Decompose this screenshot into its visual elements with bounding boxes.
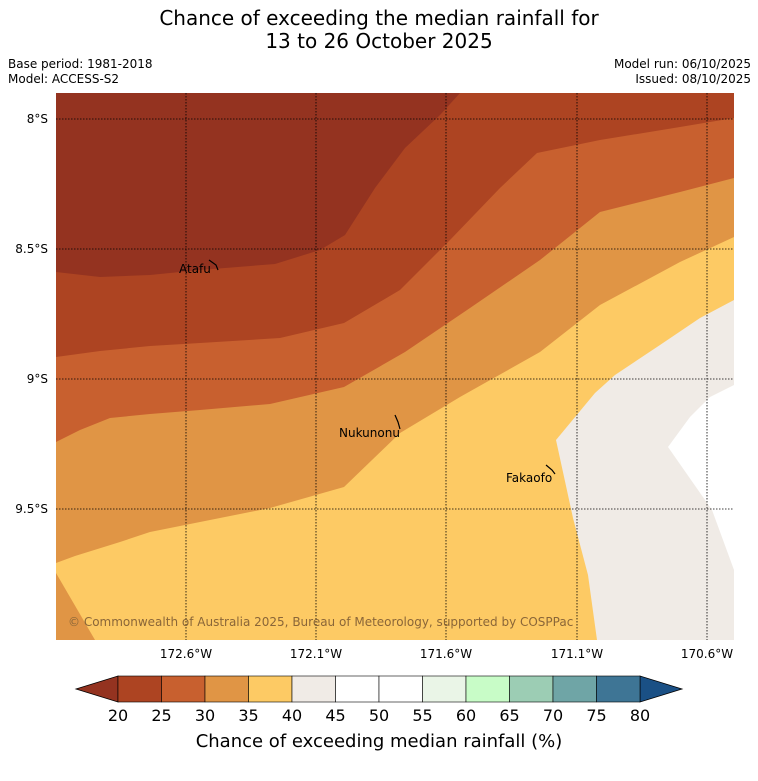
lon-label-172-6w: 172.6°W <box>160 647 212 661</box>
lat-label-8-5s: 8.5°S <box>15 242 48 256</box>
colorbar-segment <box>422 675 467 703</box>
atafu-atoll-outline <box>208 259 219 271</box>
lat-label-9s: 9°S <box>27 372 48 386</box>
meta-left: Base period: 1981-2018 Model: ACCESS-S2 <box>8 57 153 87</box>
place-label-atafu: Atafu <box>179 262 211 276</box>
colorbar-segment <box>378 675 423 703</box>
colorbar-tick-label: 75 <box>586 706 606 725</box>
region-40-45 <box>556 300 734 640</box>
contour-map: Atafu Nukunonu Fakaofo © Commonwealth of… <box>56 93 734 640</box>
lon-label-171-1w: 171.1°W <box>551 647 603 661</box>
colorbar-tick-label: 35 <box>238 706 258 725</box>
fakaofo-atoll-outline <box>545 464 556 475</box>
colorbar-tick-label: 65 <box>499 706 519 725</box>
graticule <box>56 93 734 640</box>
colorbar-segment <box>509 675 554 703</box>
model-run-text: Model run: 06/10/2025 <box>613 57 751 71</box>
colorbar: 20 25 30 35 40 45 50 55 60 65 70 75 80 <box>74 675 684 725</box>
meta-right: Model run: 06/10/2025 Issued: 08/10/2025 <box>614 57 751 87</box>
colorbar-over-arrow <box>639 675 684 703</box>
colorbar-segment <box>117 675 162 703</box>
base-period-text: Base period: 1981-2018 <box>8 57 153 71</box>
colorbar-segment <box>291 675 336 703</box>
colorbar-tick-label: 50 <box>369 706 389 725</box>
copyright-text: © Commonwealth of Australia 2025, Bureau… <box>68 615 573 629</box>
place-label-fakaofo: Fakaofo <box>506 471 552 485</box>
colorbar-tick-label: 70 <box>543 706 563 725</box>
atoll-outlines <box>208 259 556 475</box>
colorbar-tick-label: 45 <box>325 706 345 725</box>
map-title-line2: 13 to 26 October 2025 <box>265 29 493 53</box>
place-label-nukunonu: Nukunonu <box>339 426 400 440</box>
colorbar-segment <box>161 675 206 703</box>
colorbar-segment <box>596 675 641 703</box>
lon-label-172-1w: 172.1°W <box>290 647 342 661</box>
region-30-35-lower <box>56 573 95 640</box>
colorbar-tick-label: 30 <box>195 706 215 725</box>
colorbar-tick-label: 80 <box>630 706 650 725</box>
longitude-labels: 172.6°W 172.1°W 171.6°W 171.1°W 170.6°W <box>160 647 733 661</box>
map-title-line1: Chance of exceeding the median rainfall … <box>159 6 599 30</box>
colorbar-segment <box>204 675 249 703</box>
model-text: Model: ACCESS-S2 <box>8 72 120 86</box>
lat-label-8s: 8°S <box>27 112 48 126</box>
latitude-labels: 8°S 8.5°S 9°S 9.5°S <box>15 112 48 516</box>
lon-label-171-6w: 171.6°W <box>420 647 472 661</box>
lat-label-9-5s: 9.5°S <box>15 502 48 516</box>
region-45-50 <box>668 385 734 570</box>
place-labels: Atafu Nukunonu Fakaofo <box>179 262 552 485</box>
lon-label-170-6w: 170.6°W <box>681 647 733 661</box>
region-below-20 <box>56 93 460 277</box>
colorbar-tick-label: 25 <box>151 706 171 725</box>
colorbar-title: Chance of exceeding median rainfall (%) <box>196 731 563 752</box>
colorbar-tick-label: 40 <box>282 706 302 725</box>
colorbar-tick-label: 20 <box>108 706 128 725</box>
colorbar-tick-label: 55 <box>412 706 432 725</box>
colorbar-under-arrow <box>74 675 119 703</box>
colorbar-segment <box>335 675 380 703</box>
colorbar-segment <box>248 675 293 703</box>
issued-text: Issued: 08/10/2025 <box>635 72 751 86</box>
nukunonu-atoll-outline <box>394 414 401 430</box>
colorbar-segment <box>552 675 597 703</box>
colorbar-tick-label: 60 <box>456 706 476 725</box>
colorbar-segment <box>465 675 510 703</box>
